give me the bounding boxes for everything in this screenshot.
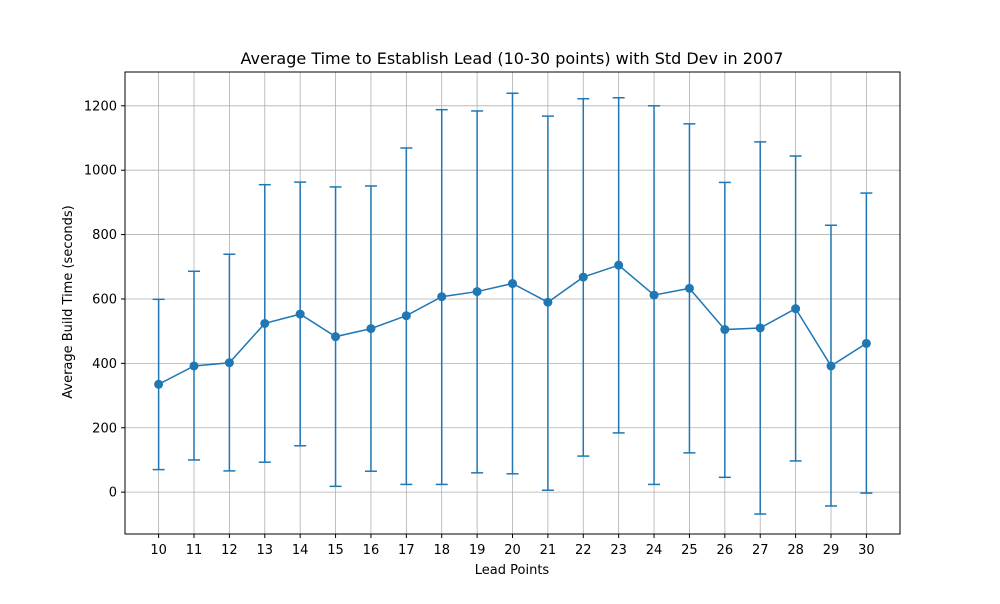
- x-tick-label: 24: [646, 543, 663, 558]
- y-tick-label: 400: [92, 357, 117, 372]
- data-point: [543, 297, 553, 307]
- data-point: [684, 283, 694, 293]
- data-point: [331, 332, 341, 342]
- x-tick-label: 11: [186, 543, 203, 558]
- data-point: [720, 325, 730, 335]
- y-tick-label: 200: [92, 421, 117, 436]
- data-point: [649, 290, 659, 300]
- x-tick-label: 10: [150, 543, 167, 558]
- x-tick-label: 23: [610, 543, 627, 558]
- data-point: [826, 361, 836, 371]
- x-tick-label: 17: [398, 543, 415, 558]
- axis-ticks: 10 11 12 13 14 15 16 17 18 19 20 21 22 23 24 25 26 27 28 29…: [84, 99, 875, 558]
- y-tick-label: 1000: [84, 164, 117, 179]
- data-point: [437, 292, 447, 302]
- x-tick-label: 22: [575, 543, 592, 558]
- x-tick-label: 14: [292, 543, 309, 558]
- data-point: [614, 260, 624, 270]
- y-tick-label: 800: [92, 228, 117, 243]
- data-point: [154, 379, 164, 389]
- data-point: [472, 287, 482, 297]
- x-tick-label: 15: [327, 543, 344, 558]
- x-tick-label: 29: [823, 543, 840, 558]
- data-point: [366, 324, 376, 334]
- y-tick-label: 600: [92, 292, 117, 307]
- x-tick-label: 30: [858, 543, 875, 558]
- data-points: [154, 260, 871, 389]
- x-tick-label: 20: [504, 543, 521, 558]
- data-point: [295, 309, 305, 319]
- y-tick-label: 0: [109, 486, 117, 501]
- x-tick-label: 28: [787, 543, 804, 558]
- x-tick-label: 13: [257, 543, 274, 558]
- x-tick-label: 26: [717, 543, 734, 558]
- data-point: [508, 279, 517, 289]
- data-point: [755, 323, 765, 333]
- x-tick-label: 19: [469, 543, 486, 558]
- data-point: [791, 304, 801, 314]
- error-bars: [152, 92, 873, 515]
- x-tick-label: 21: [540, 543, 557, 558]
- x-tick-label: 25: [681, 543, 698, 558]
- data-point: [189, 361, 199, 371]
- x-tick-label: 18: [433, 543, 450, 558]
- x-tick-label: 16: [363, 543, 380, 558]
- data-point: [578, 272, 588, 282]
- data-point: [260, 318, 270, 328]
- data-point: [224, 358, 234, 368]
- x-tick-label: 12: [221, 543, 238, 558]
- data-point: [861, 338, 871, 348]
- data-point: [401, 311, 411, 321]
- x-axis-label: Lead Points: [475, 563, 550, 578]
- y-axis-label: Average Build Time (seconds): [61, 205, 76, 399]
- y-tick-label: 1200: [84, 99, 117, 114]
- chart-title: Average Time to Establish Lead (10-30 po…: [241, 49, 784, 68]
- x-tick-label: 27: [752, 543, 769, 558]
